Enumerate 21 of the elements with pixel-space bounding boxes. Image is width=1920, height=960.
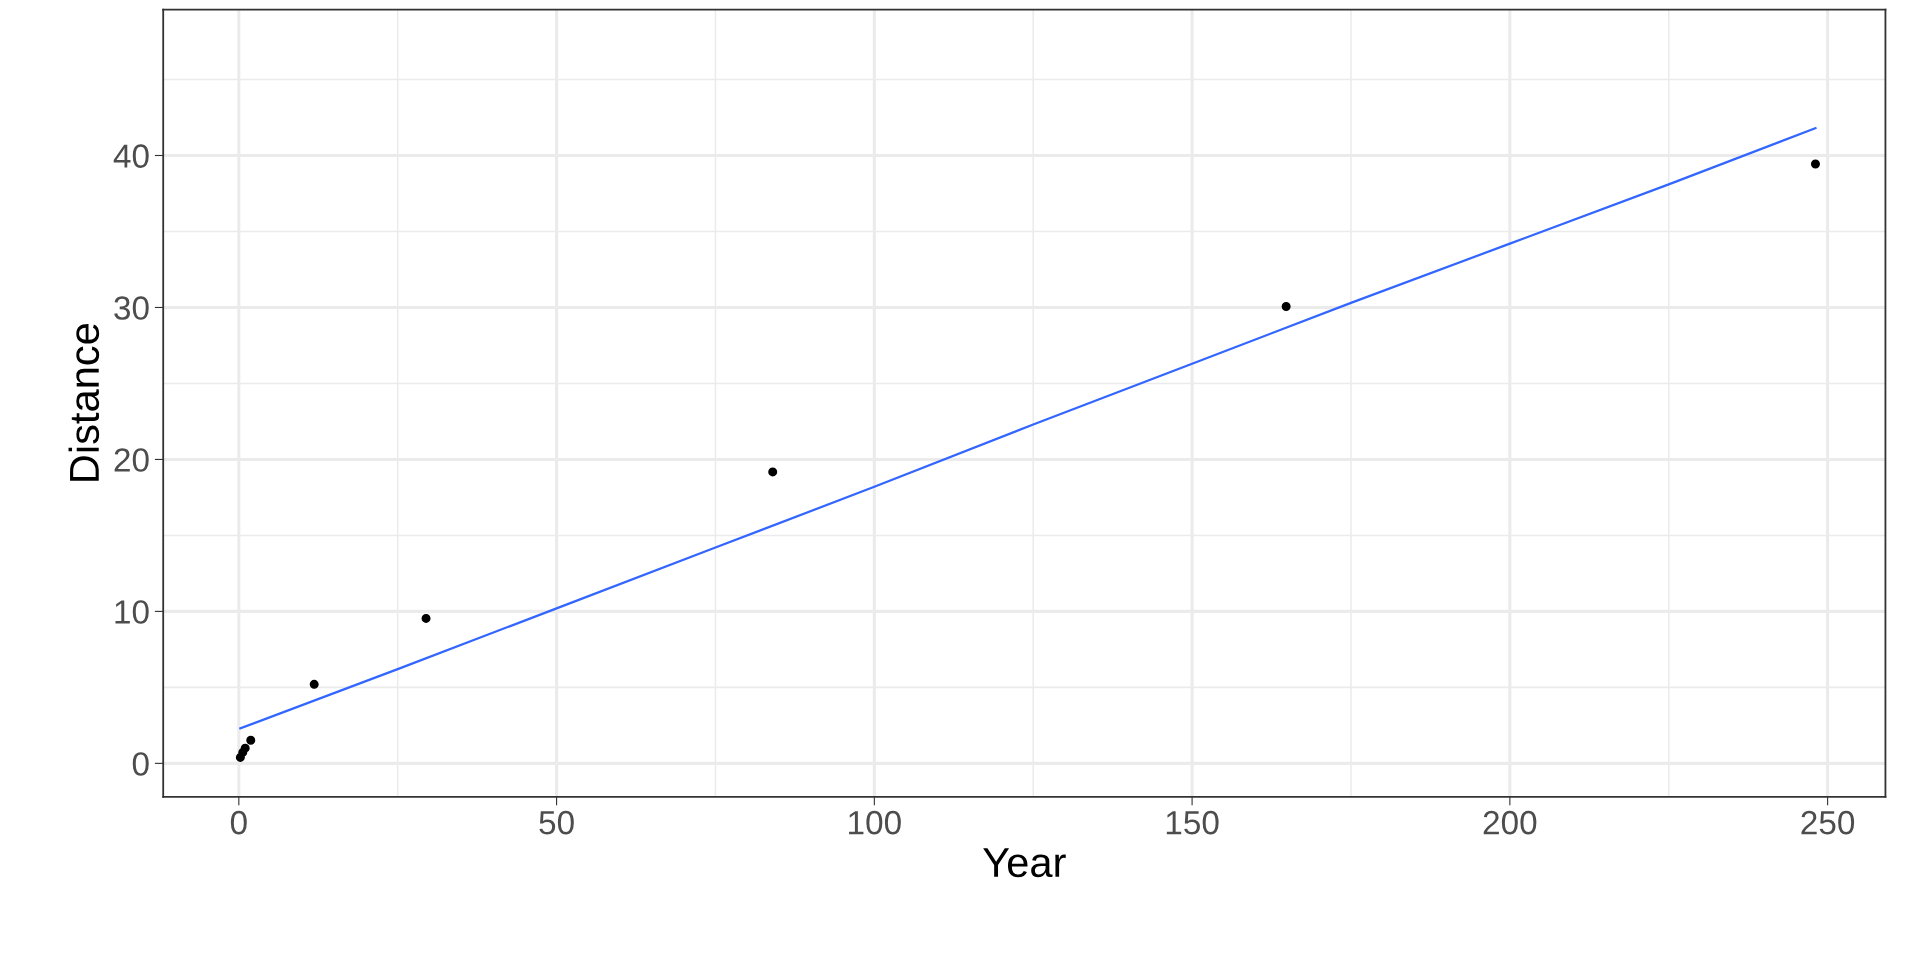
x-tick-label: 250: [1801, 810, 1855, 835]
point: [309, 679, 319, 689]
y-tick-label: 0: [132, 752, 149, 776]
point: [421, 613, 431, 623]
y-tick-label: 10: [115, 600, 149, 624]
line-series: [239, 127, 1817, 730]
x-axis-title: Year: [983, 848, 1066, 878]
point: [246, 735, 256, 745]
y-tick-label: 30: [114, 296, 149, 320]
point: [768, 467, 778, 477]
point: [1810, 159, 1820, 169]
y-tick-label: 40: [113, 144, 149, 168]
point: [240, 743, 250, 753]
x-tick-label: 150: [1166, 810, 1219, 835]
y-axis-title: Distance: [68, 323, 100, 481]
x-tick-label: 0: [230, 810, 247, 835]
point: [1281, 302, 1291, 312]
x-tick-label: 200: [1483, 810, 1537, 835]
y-tick-label: 20: [114, 448, 149, 472]
x-tick-label: 50: [539, 810, 574, 835]
x-tick-label: 100: [849, 810, 901, 835]
